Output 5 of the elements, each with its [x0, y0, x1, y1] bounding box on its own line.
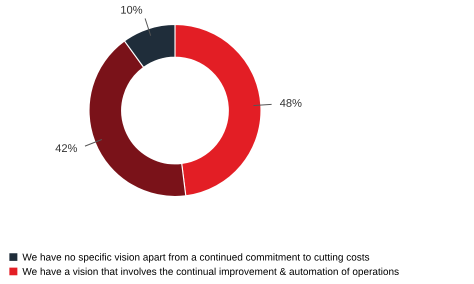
data-label: 42%: [55, 144, 78, 152]
data-label: 48%: [280, 99, 302, 107]
data-label: 10%: [121, 6, 142, 14]
legend-label: We have no specific vision apart from a continued commitment to cutting costs: [22, 253, 370, 263]
legend-label: We have a vision that involves the continual improvement & automation of operations: [22, 268, 399, 277]
